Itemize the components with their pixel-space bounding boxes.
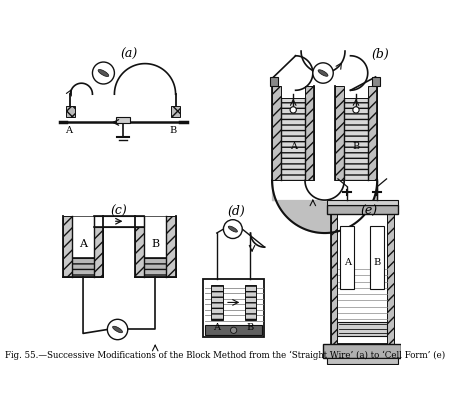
Ellipse shape	[228, 227, 238, 233]
Bar	[331, 215, 337, 344]
Bar	[135, 216, 144, 277]
Bar	[331, 215, 394, 344]
Bar	[340, 227, 355, 289]
Text: B: B	[151, 238, 159, 249]
Bar	[344, 99, 368, 181]
Text: A: A	[213, 322, 220, 331]
Bar	[66, 107, 75, 118]
Text: B: B	[374, 257, 381, 266]
Bar	[323, 344, 401, 358]
Bar	[63, 216, 72, 277]
Bar	[211, 285, 223, 320]
Text: A: A	[290, 142, 297, 151]
Text: A: A	[65, 126, 72, 135]
Bar	[372, 78, 379, 87]
Bar	[327, 200, 397, 205]
Circle shape	[224, 220, 242, 239]
Bar	[327, 205, 397, 215]
Bar	[94, 216, 144, 227]
Bar	[203, 279, 264, 337]
Bar	[144, 216, 166, 258]
Bar	[370, 227, 384, 289]
Bar	[116, 118, 130, 124]
Bar	[166, 216, 176, 277]
Bar	[337, 322, 387, 336]
Text: Fig. 55.—Successive Modifications of the Block Method from the ‘Straight Wire’ (: Fig. 55.—Successive Modifications of the…	[5, 349, 445, 359]
Bar	[205, 325, 262, 335]
Bar	[245, 285, 256, 320]
Circle shape	[92, 63, 114, 85]
Ellipse shape	[112, 326, 122, 333]
Circle shape	[313, 64, 333, 84]
Circle shape	[230, 327, 237, 334]
Bar	[72, 216, 94, 258]
Circle shape	[353, 108, 359, 114]
Bar	[327, 358, 397, 364]
Bar	[144, 258, 166, 277]
Bar	[272, 87, 281, 181]
Bar	[94, 216, 104, 277]
Ellipse shape	[98, 70, 109, 77]
Text: (a): (a)	[121, 48, 138, 61]
Bar	[171, 107, 180, 118]
Text: (e): (e)	[360, 204, 377, 218]
Bar	[387, 215, 394, 344]
Ellipse shape	[318, 71, 328, 77]
Text: B: B	[352, 142, 360, 151]
Circle shape	[290, 108, 297, 114]
Bar	[368, 87, 377, 181]
Bar	[281, 99, 305, 181]
Text: (c): (c)	[111, 204, 127, 218]
Text: (b): (b)	[371, 48, 389, 61]
Text: A: A	[79, 238, 87, 249]
Bar	[335, 87, 344, 181]
Text: A: A	[344, 257, 351, 266]
Bar	[270, 78, 278, 87]
Circle shape	[108, 319, 128, 340]
Text: (d): (d)	[228, 204, 246, 218]
Bar	[72, 258, 94, 277]
Text: B: B	[247, 322, 254, 331]
Bar	[305, 87, 315, 181]
Text: B: B	[170, 126, 177, 135]
